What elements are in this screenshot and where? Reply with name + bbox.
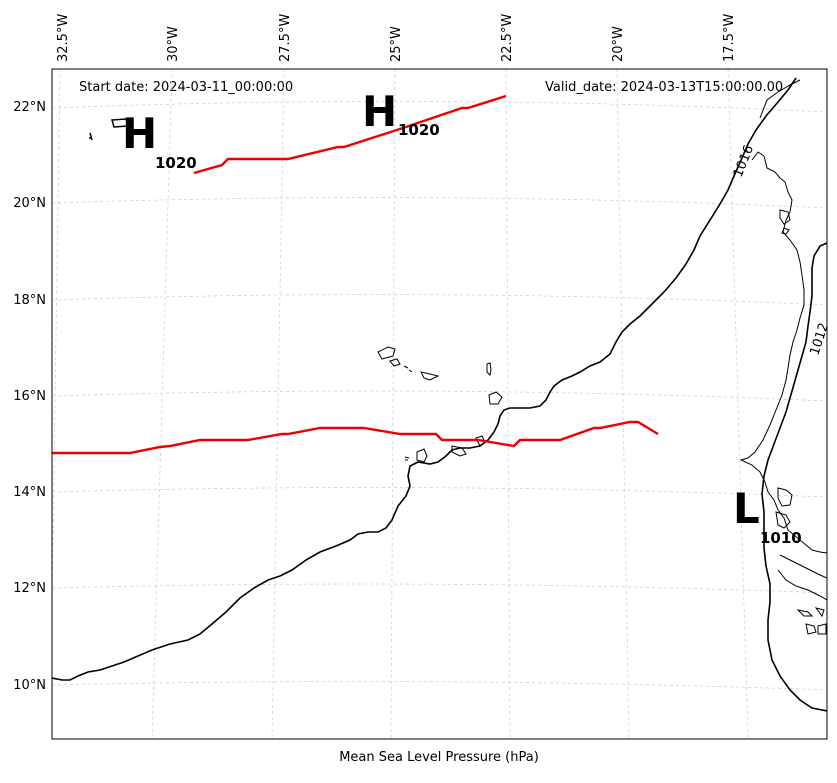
high-pressure-value: 1020 — [398, 121, 440, 139]
small-island — [89, 118, 129, 141]
isobar-label: 1016 — [731, 143, 757, 179]
isobar-label: 1012 — [808, 321, 832, 357]
map-caption: Mean Sea Level Pressure (hPa) — [339, 750, 539, 765]
high-pressure-marker: H — [362, 87, 397, 136]
graticule — [52, 69, 827, 739]
valid-date-label: Valid_date: 2024-03-13T15:00:00.00 — [545, 80, 783, 95]
lat-tick-label: 20°N — [13, 196, 46, 211]
lat-tick-label: 22°N — [13, 100, 46, 115]
isobar-1012 — [761, 242, 827, 712]
map-frame — [51, 68, 828, 740]
lat-gridline — [52, 390, 827, 402]
ridge-line — [193, 94, 507, 175]
isobar-1016 — [52, 77, 797, 681]
lon-tick-label: 27.5°W — [278, 14, 293, 62]
lon-tick-label: 22.5°W — [500, 14, 515, 62]
lon-gridline — [616, 69, 630, 739]
canary-islands — [779, 209, 791, 235]
lat-tick-label: 14°N — [13, 485, 46, 500]
lat-gridline — [52, 100, 827, 113]
lon-gridline — [271, 69, 285, 739]
lon-gridline — [151, 69, 173, 739]
lon-gridline — [727, 69, 749, 739]
start-date-label: Start date: 2024-03-11_00:00:00 — [79, 80, 293, 95]
longitude-ticks: 32.5°W 30°W 27.5°W 25°W 22.5°W 20°W 17.5… — [56, 14, 737, 62]
lat-gridline — [52, 197, 827, 209]
lat-gridline — [52, 487, 827, 498]
high-pressure-value: 1020 — [155, 154, 197, 172]
lat-gridline — [52, 294, 827, 306]
latitude-ticks: 22°N 20°N 18°N 16°N 14°N 12°N 10°N — [13, 100, 46, 693]
lon-gridline — [390, 69, 396, 739]
lon-tick-label: 30°W — [166, 26, 181, 62]
lon-tick-label: 17.5°W — [722, 14, 737, 62]
lon-tick-label: 20°W — [611, 26, 626, 62]
high-pressure-marker: H — [122, 109, 157, 158]
lon-tick-label: 25°W — [389, 26, 404, 62]
lat-tick-label: 12°N — [13, 581, 46, 596]
africa-coastline — [775, 487, 827, 635]
lat-tick-label: 10°N — [13, 678, 46, 693]
lat-gridline — [52, 681, 827, 691]
low-pressure-marker: L — [733, 484, 760, 533]
lon-gridline — [505, 69, 511, 739]
cape-verde-islands — [377, 346, 503, 463]
lon-tick-label: 32.5°W — [56, 14, 71, 62]
lat-gridline — [52, 583, 827, 594]
lat-tick-label: 18°N — [13, 293, 46, 308]
ridge-line — [52, 420, 659, 455]
lat-tick-label: 16°N — [13, 389, 46, 404]
low-pressure-value: 1010 — [760, 529, 802, 547]
